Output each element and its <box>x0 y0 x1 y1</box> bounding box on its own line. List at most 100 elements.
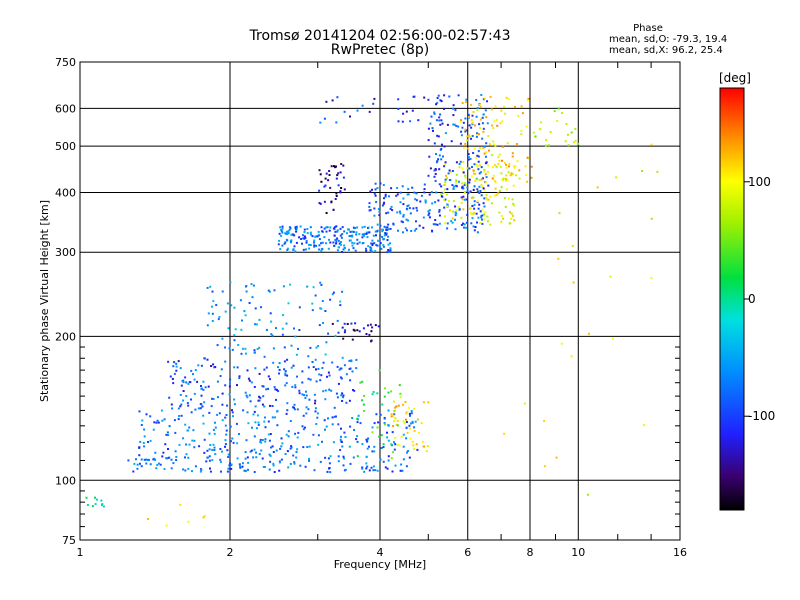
data-point <box>438 214 441 217</box>
data-point <box>203 451 206 454</box>
data-point <box>86 504 89 506</box>
data-point <box>253 386 256 388</box>
data-point <box>371 431 374 434</box>
phase-info: Phase mean, sd,O: -79.3, 19.4 mean, sd,X… <box>609 23 727 56</box>
data-point <box>347 248 350 251</box>
data-point <box>505 166 508 169</box>
title-line-2: RwPretec (8p) <box>331 42 429 58</box>
data-point <box>560 342 563 345</box>
data-point <box>494 105 497 108</box>
data-point <box>471 122 474 125</box>
data-point <box>314 294 317 297</box>
data-point <box>253 410 256 413</box>
data-point <box>491 177 494 180</box>
data-point <box>295 230 298 233</box>
data-point <box>361 104 364 107</box>
data-point <box>192 373 194 376</box>
data-point <box>328 374 331 377</box>
data-point <box>229 425 232 428</box>
data-point <box>469 211 472 214</box>
data-point <box>263 405 266 408</box>
data-point <box>263 420 266 423</box>
data-point <box>281 227 284 230</box>
data-point <box>167 360 170 363</box>
data-point <box>396 193 399 196</box>
data-point <box>242 347 244 350</box>
data-point <box>331 361 334 364</box>
data-point <box>427 210 430 213</box>
data-point <box>446 188 449 191</box>
data-point <box>271 405 274 407</box>
data-point <box>361 399 364 402</box>
data-point <box>206 324 209 327</box>
data-point <box>316 235 319 238</box>
data-point <box>476 109 479 112</box>
data-point <box>472 110 475 113</box>
data-point <box>479 190 482 192</box>
data-point <box>356 435 359 437</box>
data-point <box>320 226 323 229</box>
data-point <box>510 217 513 220</box>
data-point <box>269 404 271 407</box>
data-point <box>341 392 344 395</box>
data-point <box>279 447 282 450</box>
data-point <box>335 242 338 245</box>
data-point <box>450 220 453 223</box>
data-point <box>390 457 393 460</box>
data-point <box>444 198 447 201</box>
data-point <box>586 493 589 496</box>
data-point <box>397 120 400 123</box>
data-point <box>224 424 227 427</box>
data-point <box>290 344 293 347</box>
data-point <box>335 121 338 124</box>
data-point <box>308 243 310 246</box>
data-point <box>226 470 229 473</box>
y-tick-label: 600 <box>55 102 76 115</box>
data-point <box>444 163 447 166</box>
data-point <box>334 239 337 241</box>
data-point <box>455 173 458 176</box>
data-point <box>363 409 366 412</box>
data-point <box>343 331 346 334</box>
data-point <box>286 450 289 453</box>
data-point <box>408 456 411 459</box>
data-point <box>167 456 170 459</box>
data-point <box>353 429 356 431</box>
data-point <box>173 372 176 375</box>
data-point <box>534 135 537 138</box>
data-point <box>387 223 390 226</box>
data-point <box>473 200 476 203</box>
data-point <box>355 438 358 441</box>
data-point <box>483 97 486 100</box>
data-point <box>224 416 227 419</box>
data-point <box>239 299 242 302</box>
data-point <box>199 407 202 410</box>
data-point <box>387 228 390 231</box>
data-point <box>397 229 399 232</box>
data-point <box>460 224 463 226</box>
data-point <box>278 239 281 242</box>
data-point <box>284 374 287 377</box>
data-point <box>501 145 504 148</box>
data-point <box>281 333 284 336</box>
data-point <box>293 245 296 248</box>
data-point <box>363 394 366 397</box>
data-point <box>287 430 290 433</box>
data-point <box>305 406 308 409</box>
data-point <box>399 392 402 395</box>
x-axis-label: Frequency [MHz] <box>334 558 426 571</box>
data-point <box>227 327 230 330</box>
data-point <box>368 333 371 336</box>
data-point <box>318 169 321 172</box>
data-point <box>500 214 503 217</box>
data-point <box>254 367 257 370</box>
data-point <box>292 454 295 457</box>
data-point <box>393 400 395 403</box>
data-point <box>365 231 368 234</box>
data-point <box>387 211 390 214</box>
data-point <box>476 190 479 193</box>
data-point <box>470 137 472 140</box>
data-point <box>200 387 203 390</box>
data-point <box>200 394 203 397</box>
data-point <box>323 419 326 422</box>
